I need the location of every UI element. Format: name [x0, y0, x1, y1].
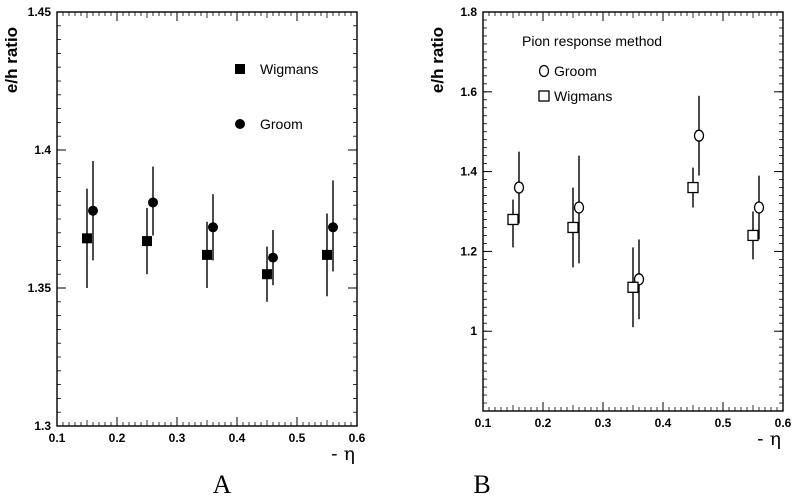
- x-tick-label: 0.2: [535, 416, 552, 430]
- panel-label: B: [473, 470, 490, 499]
- legend-label-groom: Groom: [260, 116, 303, 132]
- data-point-wigmans: [82, 233, 92, 244]
- legend-marker-groom: [235, 119, 245, 129]
- x-tick-label: 0.4: [229, 431, 246, 445]
- data-point-groom: [268, 252, 278, 263]
- y-tick-label: 1.4: [460, 165, 477, 179]
- data-point-wigmans: [322, 249, 332, 260]
- data-point-groom: [208, 222, 218, 233]
- x-tick-label: 0.4: [655, 416, 672, 430]
- data-point-wigmans: [687, 181, 699, 194]
- y-tick-label: 1.4: [34, 143, 51, 157]
- data-point-groom: [573, 201, 585, 214]
- data-point-groom: [148, 197, 158, 208]
- y-tick-label: 1.8: [460, 5, 477, 19]
- y-tick-label: 1.2: [460, 244, 477, 258]
- data-point-groom: [693, 129, 705, 142]
- legend-marker-wigmans: [235, 64, 245, 74]
- plot-frame: [482, 11, 784, 412]
- y-tick-label: 1.35: [28, 281, 52, 295]
- panel-label: A: [213, 470, 232, 499]
- chart-panel-b: 0.1 0.2 0.3 0.4 0.5 0.6 1 1.2 1.4 1.6 1.8 e/h ratio…: [428, 5, 792, 499]
- data-point-wigmans: [747, 229, 759, 242]
- x-tick-label: 0.6: [349, 431, 366, 445]
- legend-marker-wigmans: [538, 90, 550, 102]
- y-tick-label: 1.3: [34, 419, 51, 433]
- y-tick-label: 1.6: [460, 85, 477, 99]
- data-point-wigmans: [507, 213, 519, 226]
- x-tick-label: 0.6: [775, 416, 792, 430]
- x-axis-label: - η: [757, 428, 781, 450]
- x-axis-label: - η: [331, 443, 355, 465]
- data-point-groom: [753, 201, 765, 214]
- x-tick-label: 0.5: [289, 431, 306, 445]
- data-point-wigmans: [142, 236, 152, 247]
- x-tick-label: 0.1: [49, 431, 66, 445]
- data-point-wigmans: [567, 221, 579, 234]
- y-axis-label: e/h ratio: [428, 27, 447, 93]
- y-tick-label: 1: [470, 324, 477, 338]
- legend-marker-groom: [538, 64, 550, 78]
- y-tick-label: 1.45: [28, 5, 52, 19]
- x-tick-label: 0.5: [715, 416, 732, 430]
- legend-label-wigmans: Wigmans: [260, 61, 318, 77]
- data-point-wigmans: [262, 269, 272, 280]
- data-point-wigmans: [627, 281, 639, 293]
- data-point-groom: [328, 222, 338, 233]
- x-tick-label: 0.3: [595, 416, 612, 430]
- x-tick-label: 0.1: [475, 416, 492, 430]
- data-point-groom: [513, 181, 525, 194]
- legend-label-groom: Groom: [554, 63, 597, 79]
- legend-label-wigmans: Wigmans: [554, 88, 612, 104]
- data-point-groom: [88, 205, 98, 216]
- chart-panel-a: 0.1 0.2 0.3 0.4 0.5 0.6 1.3 1.35 1.4 1.45 e/h rati…: [2, 5, 366, 499]
- x-tick-label: 0.2: [109, 431, 126, 445]
- x-tick-label: 0.3: [169, 431, 186, 445]
- data-point-wigmans: [202, 249, 212, 260]
- y-axis-label: e/h ratio: [2, 27, 21, 93]
- legend-title: Pion response method: [522, 33, 662, 49]
